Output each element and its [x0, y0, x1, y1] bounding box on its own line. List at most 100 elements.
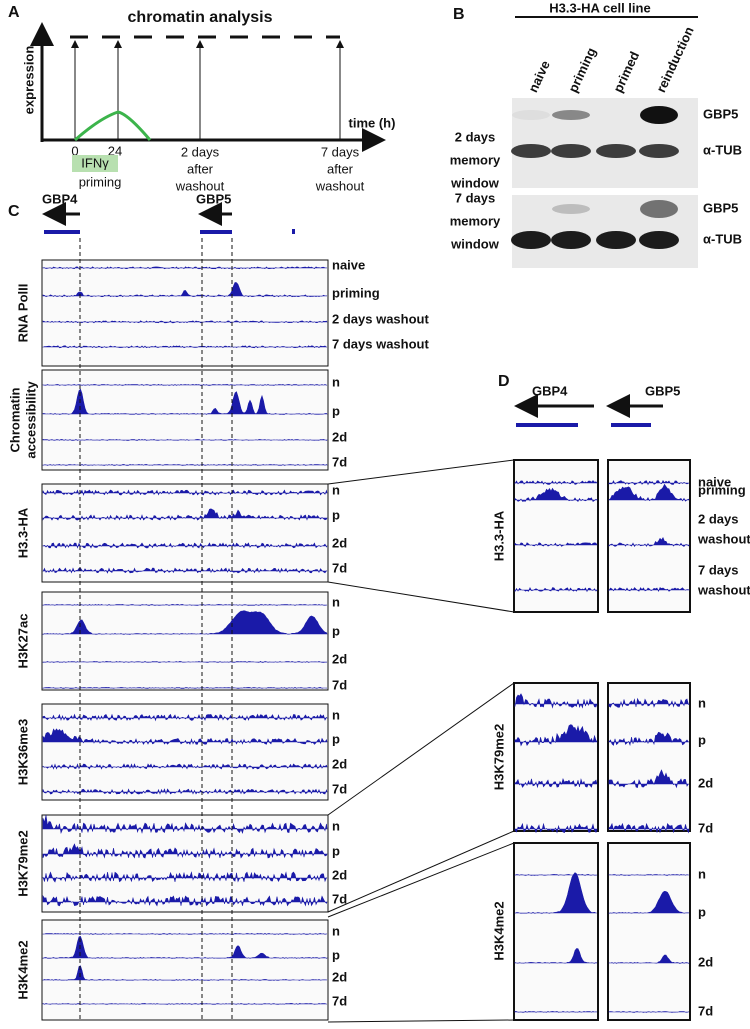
label: RNA PolII: [15, 284, 30, 343]
track-box: [607, 682, 691, 832]
label: α-TUB: [703, 142, 742, 157]
label: memory: [450, 213, 501, 228]
band: [552, 110, 590, 120]
signal-track: [42, 763, 328, 770]
label: n: [332, 594, 340, 609]
gene: [44, 230, 80, 234]
label: p: [332, 507, 340, 522]
signal-track: [42, 384, 328, 386]
signal-track: [608, 731, 690, 747]
band: [596, 231, 636, 249]
label: 2d: [698, 775, 713, 790]
band: [640, 106, 678, 124]
label: reinduction: [653, 24, 697, 95]
band: [639, 144, 679, 158]
track-box: [607, 459, 691, 613]
label: 24: [108, 143, 122, 158]
signal-track: [42, 936, 328, 959]
label: 7d: [332, 677, 347, 692]
label: H3K79me2: [491, 724, 506, 791]
band: [551, 144, 591, 158]
label: 7d: [332, 781, 347, 796]
label: n: [332, 818, 340, 833]
label: 7d: [332, 993, 347, 1008]
label: 7 days washout: [332, 336, 429, 351]
signal-track: [608, 822, 690, 834]
track-box: [41, 703, 329, 801]
label: Chromatin: [7, 387, 22, 452]
label: 7 days: [455, 190, 495, 205]
label: window: [450, 175, 500, 190]
label: primed: [610, 49, 642, 95]
label: accessibility: [23, 381, 38, 459]
signal-track: [514, 872, 597, 914]
label: 2d: [332, 867, 347, 882]
line: [327, 581, 515, 613]
label: washout: [315, 178, 365, 193]
signal-track: [608, 480, 690, 486]
band: [639, 231, 679, 249]
label: H3K36me3: [15, 719, 30, 786]
signal-track: [42, 508, 328, 521]
signal-track: [608, 587, 691, 592]
signal-track: [42, 815, 328, 834]
signal-track: [608, 954, 690, 964]
label: window: [450, 236, 500, 251]
signal-track: [514, 778, 598, 789]
label: p: [332, 623, 340, 638]
signal-track: [608, 890, 690, 914]
label: GBP5: [703, 106, 738, 121]
signal-track: [608, 483, 690, 502]
signal-track: [42, 567, 328, 574]
label: 2d: [332, 651, 347, 666]
label: naive: [698, 474, 731, 489]
label: chromatin analysis: [128, 9, 273, 26]
band: [511, 231, 551, 249]
label: H3.3-HA cell line: [549, 0, 650, 15]
label: washout: [175, 178, 225, 193]
label: 2 days: [698, 511, 738, 526]
band: [511, 144, 551, 158]
label: after: [187, 161, 214, 176]
signal-track: [42, 871, 328, 883]
label: washout: [697, 531, 750, 546]
band: [640, 200, 678, 218]
signal-track: [514, 1011, 598, 1013]
label: p: [332, 731, 340, 746]
signal-track: [514, 724, 598, 747]
label: 2d: [332, 535, 347, 550]
label: H3K79me2: [15, 830, 30, 897]
label: n: [332, 374, 340, 389]
label: p: [332, 947, 340, 962]
band: [552, 204, 590, 214]
label: 7d: [332, 891, 347, 906]
signal-track: [42, 489, 328, 496]
signal-track: [42, 388, 328, 415]
band: [512, 110, 550, 120]
track-box: [513, 459, 599, 613]
line: [327, 682, 515, 816]
label: B: [453, 6, 465, 23]
signal-track: [42, 464, 328, 466]
label: washout: [697, 582, 750, 597]
label: GBP5: [645, 383, 680, 398]
track-box: [41, 369, 329, 471]
signal-track: [42, 282, 328, 298]
signal-track: [42, 713, 328, 722]
signal-track: [608, 697, 690, 708]
signal-track: [514, 948, 598, 964]
label: n: [332, 482, 340, 497]
gene: [611, 423, 651, 427]
treatment-box: [72, 155, 118, 172]
label: IFNγ: [81, 155, 109, 170]
signal-track: [42, 687, 328, 689]
label: n: [698, 695, 706, 710]
label: D: [498, 373, 510, 390]
label: memory: [450, 152, 501, 167]
gene: [292, 229, 295, 234]
track-box: [41, 814, 329, 913]
signal-track: [608, 1011, 690, 1013]
label: p: [698, 904, 706, 919]
signal-track: [42, 542, 328, 549]
